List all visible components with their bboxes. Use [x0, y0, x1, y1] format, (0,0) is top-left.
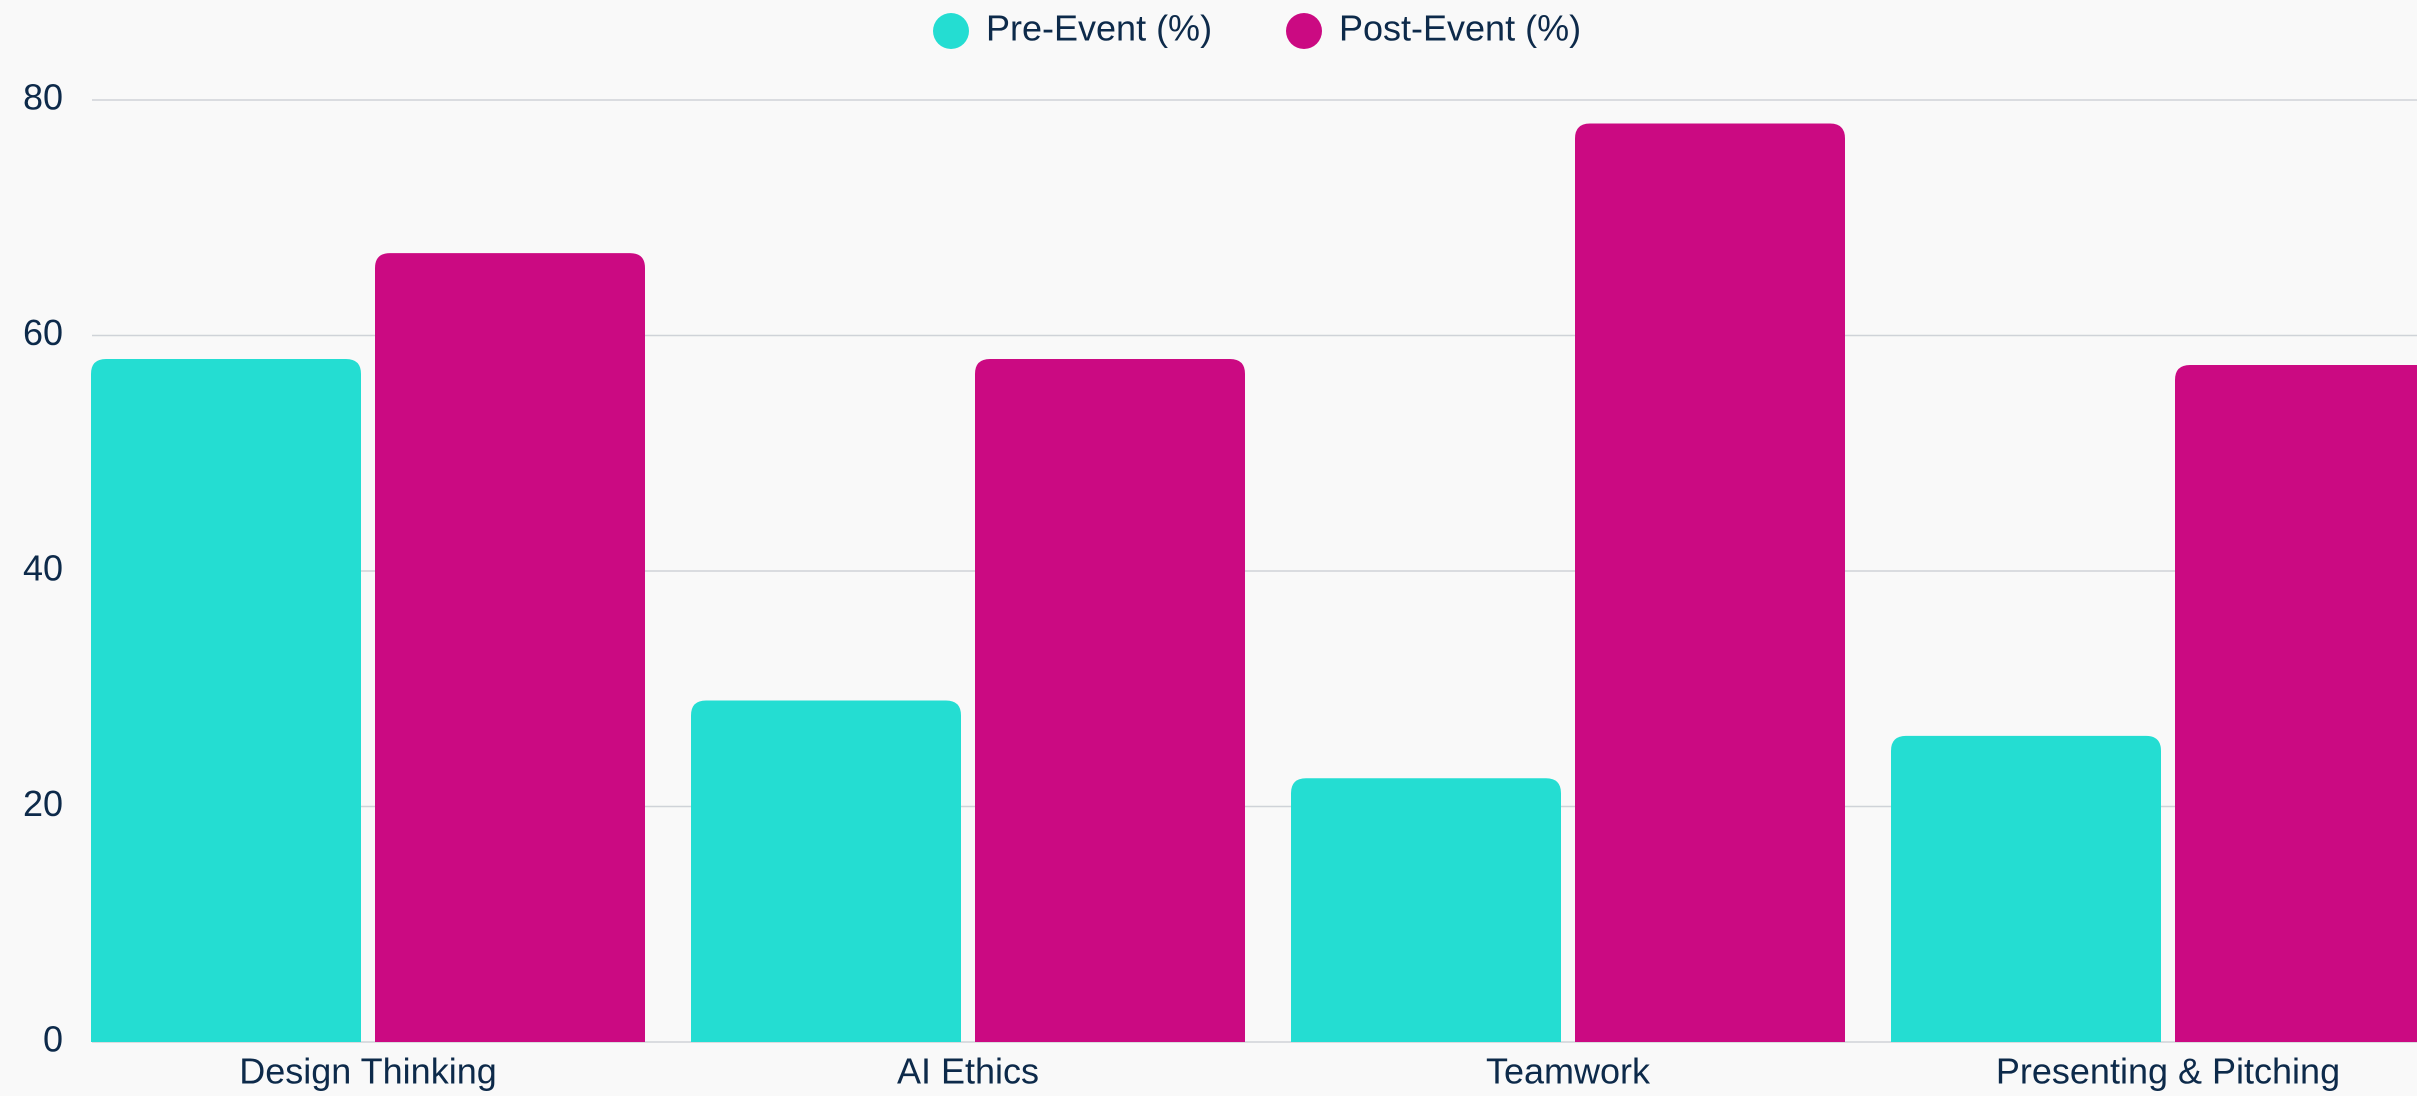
bar	[691, 700, 961, 1042]
y-tick-label: 0	[43, 1019, 63, 1060]
bar	[2175, 364, 2417, 1042]
bar	[375, 253, 645, 1042]
bar	[1291, 778, 1561, 1042]
bar	[1891, 735, 2161, 1042]
y-tick-label: 40	[23, 548, 63, 589]
y-tick-label: 60	[23, 312, 63, 353]
x-tick-label: Design Thinking	[239, 1051, 496, 1092]
x-tick-label: AI Ethics	[897, 1051, 1039, 1092]
bar	[975, 359, 1245, 1042]
x-tick-label: Teamwork	[1486, 1051, 1651, 1092]
y-tick-label: 20	[23, 783, 63, 824]
legend-label: Post-Event (%)	[1339, 8, 1581, 49]
x-tick-label: Presenting & Pitching	[1996, 1051, 2340, 1092]
y-tick-label: 80	[23, 77, 63, 118]
bar	[91, 359, 361, 1042]
legend-marker	[933, 13, 969, 49]
bar	[1575, 123, 1845, 1043]
legend-label: Pre-Event (%)	[986, 8, 1212, 49]
legend-marker	[1286, 13, 1322, 49]
